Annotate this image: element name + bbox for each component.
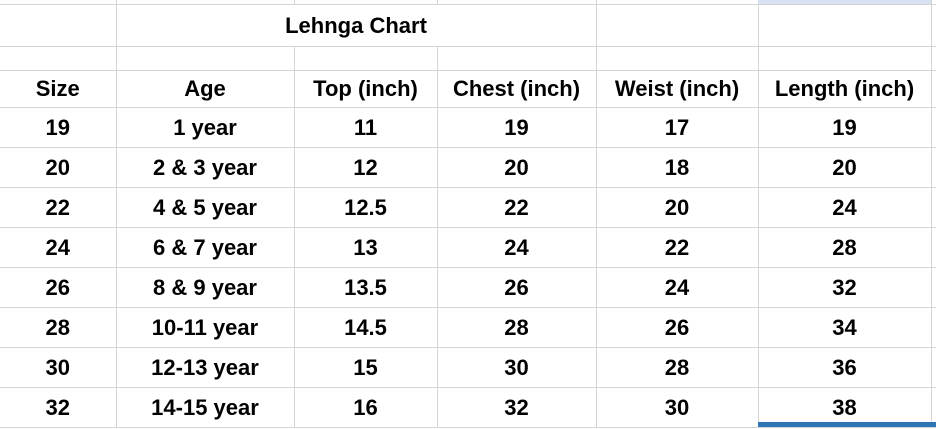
partial-cell bbox=[930, 307, 936, 348]
table-cell[interactable]: 36 bbox=[757, 347, 932, 388]
partial-cell bbox=[930, 387, 936, 428]
table-cell[interactable]: 4 & 5 year bbox=[115, 187, 295, 228]
table-row: 32 14-15 year 16 32 30 38 bbox=[0, 387, 936, 428]
table-cell[interactable]: 20 bbox=[757, 147, 932, 188]
table-cell[interactable]: 22 bbox=[436, 187, 597, 228]
table-cell[interactable]: 15 bbox=[293, 347, 438, 388]
title-row: Lehnga Chart bbox=[0, 4, 936, 47]
table-cell[interactable]: 26 bbox=[595, 307, 759, 348]
empty-cell[interactable] bbox=[757, 4, 932, 47]
table-cell[interactable]: 24 bbox=[0, 227, 117, 268]
empty-cell[interactable] bbox=[293, 46, 438, 71]
table-cell[interactable]: 8 & 9 year bbox=[115, 267, 295, 308]
table-cell[interactable]: 38 bbox=[757, 387, 932, 428]
header-top[interactable]: Top (inch) bbox=[293, 70, 438, 108]
table-cell[interactable]: 32 bbox=[436, 387, 597, 428]
table-cell[interactable]: 22 bbox=[0, 187, 117, 228]
table-row: 26 8 & 9 year 13.5 26 24 32 bbox=[0, 267, 936, 308]
table-row: 20 2 & 3 year 12 20 18 20 bbox=[0, 147, 936, 188]
table-row: 24 6 & 7 year 13 24 22 28 bbox=[0, 227, 936, 268]
size-chart-table: Lehnga Chart Size Age Top (inch) Chest (… bbox=[0, 4, 936, 428]
table-row: 22 4 & 5 year 12.5 22 20 24 bbox=[0, 187, 936, 228]
gridline bbox=[931, 0, 932, 4]
partial-cell bbox=[930, 4, 936, 47]
table-cell[interactable]: 12.5 bbox=[293, 187, 438, 228]
table-cell[interactable]: 20 bbox=[0, 147, 117, 188]
table-cell[interactable]: 26 bbox=[0, 267, 117, 308]
table-cell[interactable]: 24 bbox=[436, 227, 597, 268]
empty-cell[interactable] bbox=[595, 4, 759, 47]
table-cell[interactable]: 10-11 year bbox=[115, 307, 295, 348]
empty-cell[interactable] bbox=[115, 46, 295, 71]
table-cell[interactable]: 32 bbox=[0, 387, 117, 428]
partial-cell bbox=[930, 267, 936, 308]
partial-cell bbox=[930, 107, 936, 148]
partial-cell bbox=[930, 347, 936, 388]
table-cell[interactable]: 13.5 bbox=[293, 267, 438, 308]
table-cell[interactable]: 28 bbox=[0, 307, 117, 348]
table-cell[interactable]: 30 bbox=[595, 387, 759, 428]
table-cell[interactable]: 30 bbox=[0, 347, 117, 388]
table-row: 19 1 year 11 19 17 19 bbox=[0, 107, 936, 148]
selection-border bbox=[758, 422, 936, 427]
table-cell[interactable]: 12-13 year bbox=[115, 347, 295, 388]
table-row: 28 10-11 year 14.5 28 26 34 bbox=[0, 307, 936, 348]
table-cell[interactable]: 19 bbox=[757, 107, 932, 148]
header-size[interactable]: Size bbox=[0, 70, 117, 108]
header-age[interactable]: Age bbox=[115, 70, 295, 108]
table-cell[interactable]: 28 bbox=[436, 307, 597, 348]
empty-cell[interactable] bbox=[595, 46, 759, 71]
table-cell[interactable]: 19 bbox=[436, 107, 597, 148]
top-partial-row bbox=[0, 0, 936, 4]
table-row: 30 12-13 year 15 30 28 36 bbox=[0, 347, 936, 388]
table-cell[interactable]: 14-15 year bbox=[115, 387, 295, 428]
gridline bbox=[294, 0, 295, 4]
table-cell[interactable]: 32 bbox=[757, 267, 932, 308]
empty-cell[interactable] bbox=[0, 46, 117, 71]
partial-cell bbox=[930, 147, 936, 188]
table-cell[interactable]: 34 bbox=[757, 307, 932, 348]
table-cell[interactable]: 26 bbox=[436, 267, 597, 308]
table-cell[interactable]: 13 bbox=[293, 227, 438, 268]
gridline bbox=[596, 0, 597, 4]
empty-cell[interactable] bbox=[757, 46, 932, 71]
table-cell[interactable]: 16 bbox=[293, 387, 438, 428]
partial-cell bbox=[930, 46, 936, 71]
empty-cell[interactable] bbox=[0, 4, 117, 47]
gridline bbox=[116, 0, 117, 4]
table-cell[interactable]: 11 bbox=[293, 107, 438, 148]
table-cell[interactable]: 2 & 3 year bbox=[115, 147, 295, 188]
partial-cell bbox=[930, 187, 936, 228]
header-weist[interactable]: Weist (inch) bbox=[595, 70, 759, 108]
header-length[interactable]: Length (inch) bbox=[757, 70, 932, 108]
chart-title[interactable]: Lehnga Chart bbox=[115, 4, 597, 47]
table-cell[interactable]: 17 bbox=[595, 107, 759, 148]
table-cell[interactable]: 6 & 7 year bbox=[115, 227, 295, 268]
header-row: Size Age Top (inch) Chest (inch) Weist (… bbox=[0, 70, 936, 108]
header-chest[interactable]: Chest (inch) bbox=[436, 70, 597, 108]
table-cell[interactable]: 19 bbox=[0, 107, 117, 148]
table-cell[interactable]: 18 bbox=[595, 147, 759, 188]
gridline bbox=[437, 0, 438, 4]
selection-fill-strip bbox=[758, 0, 931, 4]
table-cell[interactable]: 12 bbox=[293, 147, 438, 188]
table-cell[interactable]: 22 bbox=[595, 227, 759, 268]
table-cell[interactable]: 30 bbox=[436, 347, 597, 388]
table-cell[interactable]: 1 year bbox=[115, 107, 295, 148]
table-cell[interactable]: 28 bbox=[757, 227, 932, 268]
spacer-row bbox=[0, 46, 936, 71]
partial-cell bbox=[930, 227, 936, 268]
table-cell[interactable]: 24 bbox=[595, 267, 759, 308]
empty-cell[interactable] bbox=[436, 46, 597, 71]
table-cell[interactable]: 14.5 bbox=[293, 307, 438, 348]
table-cell[interactable]: 20 bbox=[595, 187, 759, 228]
partial-cell bbox=[930, 70, 936, 108]
table-cell[interactable]: 28 bbox=[595, 347, 759, 388]
table-cell[interactable]: 24 bbox=[757, 187, 932, 228]
table-cell[interactable]: 20 bbox=[436, 147, 597, 188]
